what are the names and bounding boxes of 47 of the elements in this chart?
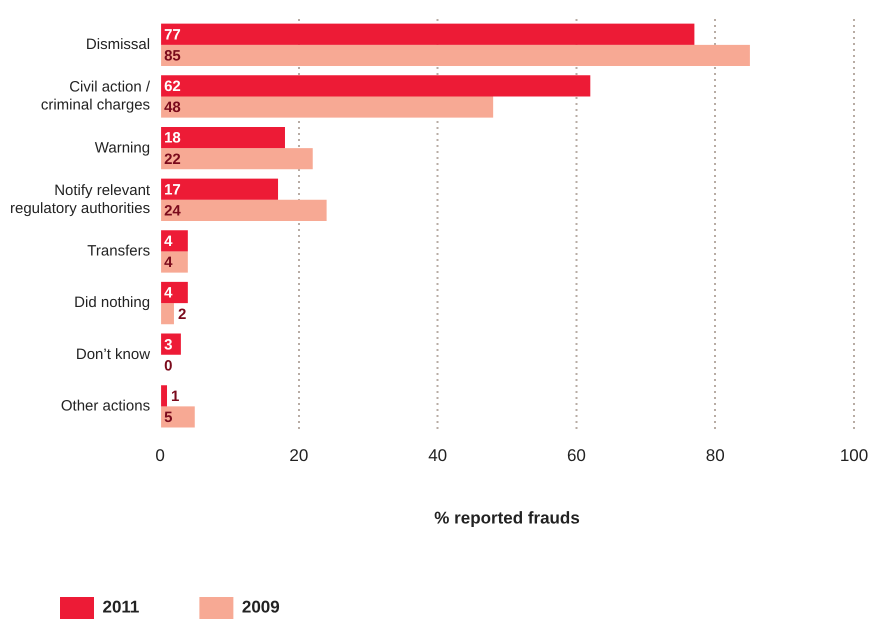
bar bbox=[161, 200, 327, 221]
bar bbox=[161, 126, 285, 148]
bar bbox=[161, 24, 694, 45]
x-tick-label: 40 bbox=[428, 446, 448, 466]
data-label: 17 bbox=[164, 181, 181, 198]
bar bbox=[161, 385, 168, 406]
y-tick-label: Civil action / criminal charges bbox=[40, 78, 151, 114]
bar bbox=[161, 178, 278, 200]
bar bbox=[161, 230, 188, 252]
bar bbox=[161, 96, 494, 118]
y-tick-label: Warning bbox=[94, 139, 150, 156]
x-tick-label: 20 bbox=[289, 446, 308, 466]
legend-label: 2009 bbox=[242, 598, 280, 617]
bar bbox=[161, 75, 590, 96]
y-tick-label: Did nothing bbox=[74, 294, 150, 312]
bar bbox=[161, 44, 750, 66]
data-label: 62 bbox=[164, 78, 181, 96]
data-label: 4 bbox=[164, 284, 174, 302]
data-label: 85 bbox=[164, 48, 181, 65]
data-label: 5 bbox=[164, 409, 172, 426]
data-label: 22 bbox=[164, 150, 181, 168]
data-label: 18 bbox=[164, 130, 181, 147]
legend-label: 2011 bbox=[102, 598, 140, 617]
x-tick-label: 100 bbox=[840, 446, 868, 466]
data-label: 4 bbox=[164, 254, 174, 272]
data-label: 3 bbox=[164, 336, 172, 354]
x-axis-title: % reported frauds bbox=[434, 508, 580, 528]
y-tick-label: Other actions bbox=[60, 398, 150, 415]
x-tick-label: 80 bbox=[706, 446, 725, 466]
data-label: 2 bbox=[178, 306, 186, 323]
bar bbox=[161, 148, 313, 170]
y-tick-label: Dismissal bbox=[86, 36, 150, 53]
x-tick-label: 0 bbox=[155, 446, 165, 466]
y-tick-label: Notify relevant regulatory authorities bbox=[10, 182, 151, 217]
y-tick-label: Don’t know bbox=[76, 346, 150, 363]
x-tick-label: 60 bbox=[566, 446, 586, 466]
data-label: 77 bbox=[164, 26, 181, 44]
bar bbox=[161, 303, 174, 324]
data-label: 1 bbox=[171, 388, 180, 405]
bar bbox=[161, 282, 188, 304]
data-label: 48 bbox=[164, 99, 181, 116]
bar bbox=[161, 406, 195, 428]
y-tick-label: Transfers bbox=[87, 242, 150, 260]
bar bbox=[161, 251, 188, 273]
data-label: 24 bbox=[164, 202, 182, 220]
data-label: 0 bbox=[164, 357, 172, 374]
data-label: 4 bbox=[164, 232, 174, 250]
